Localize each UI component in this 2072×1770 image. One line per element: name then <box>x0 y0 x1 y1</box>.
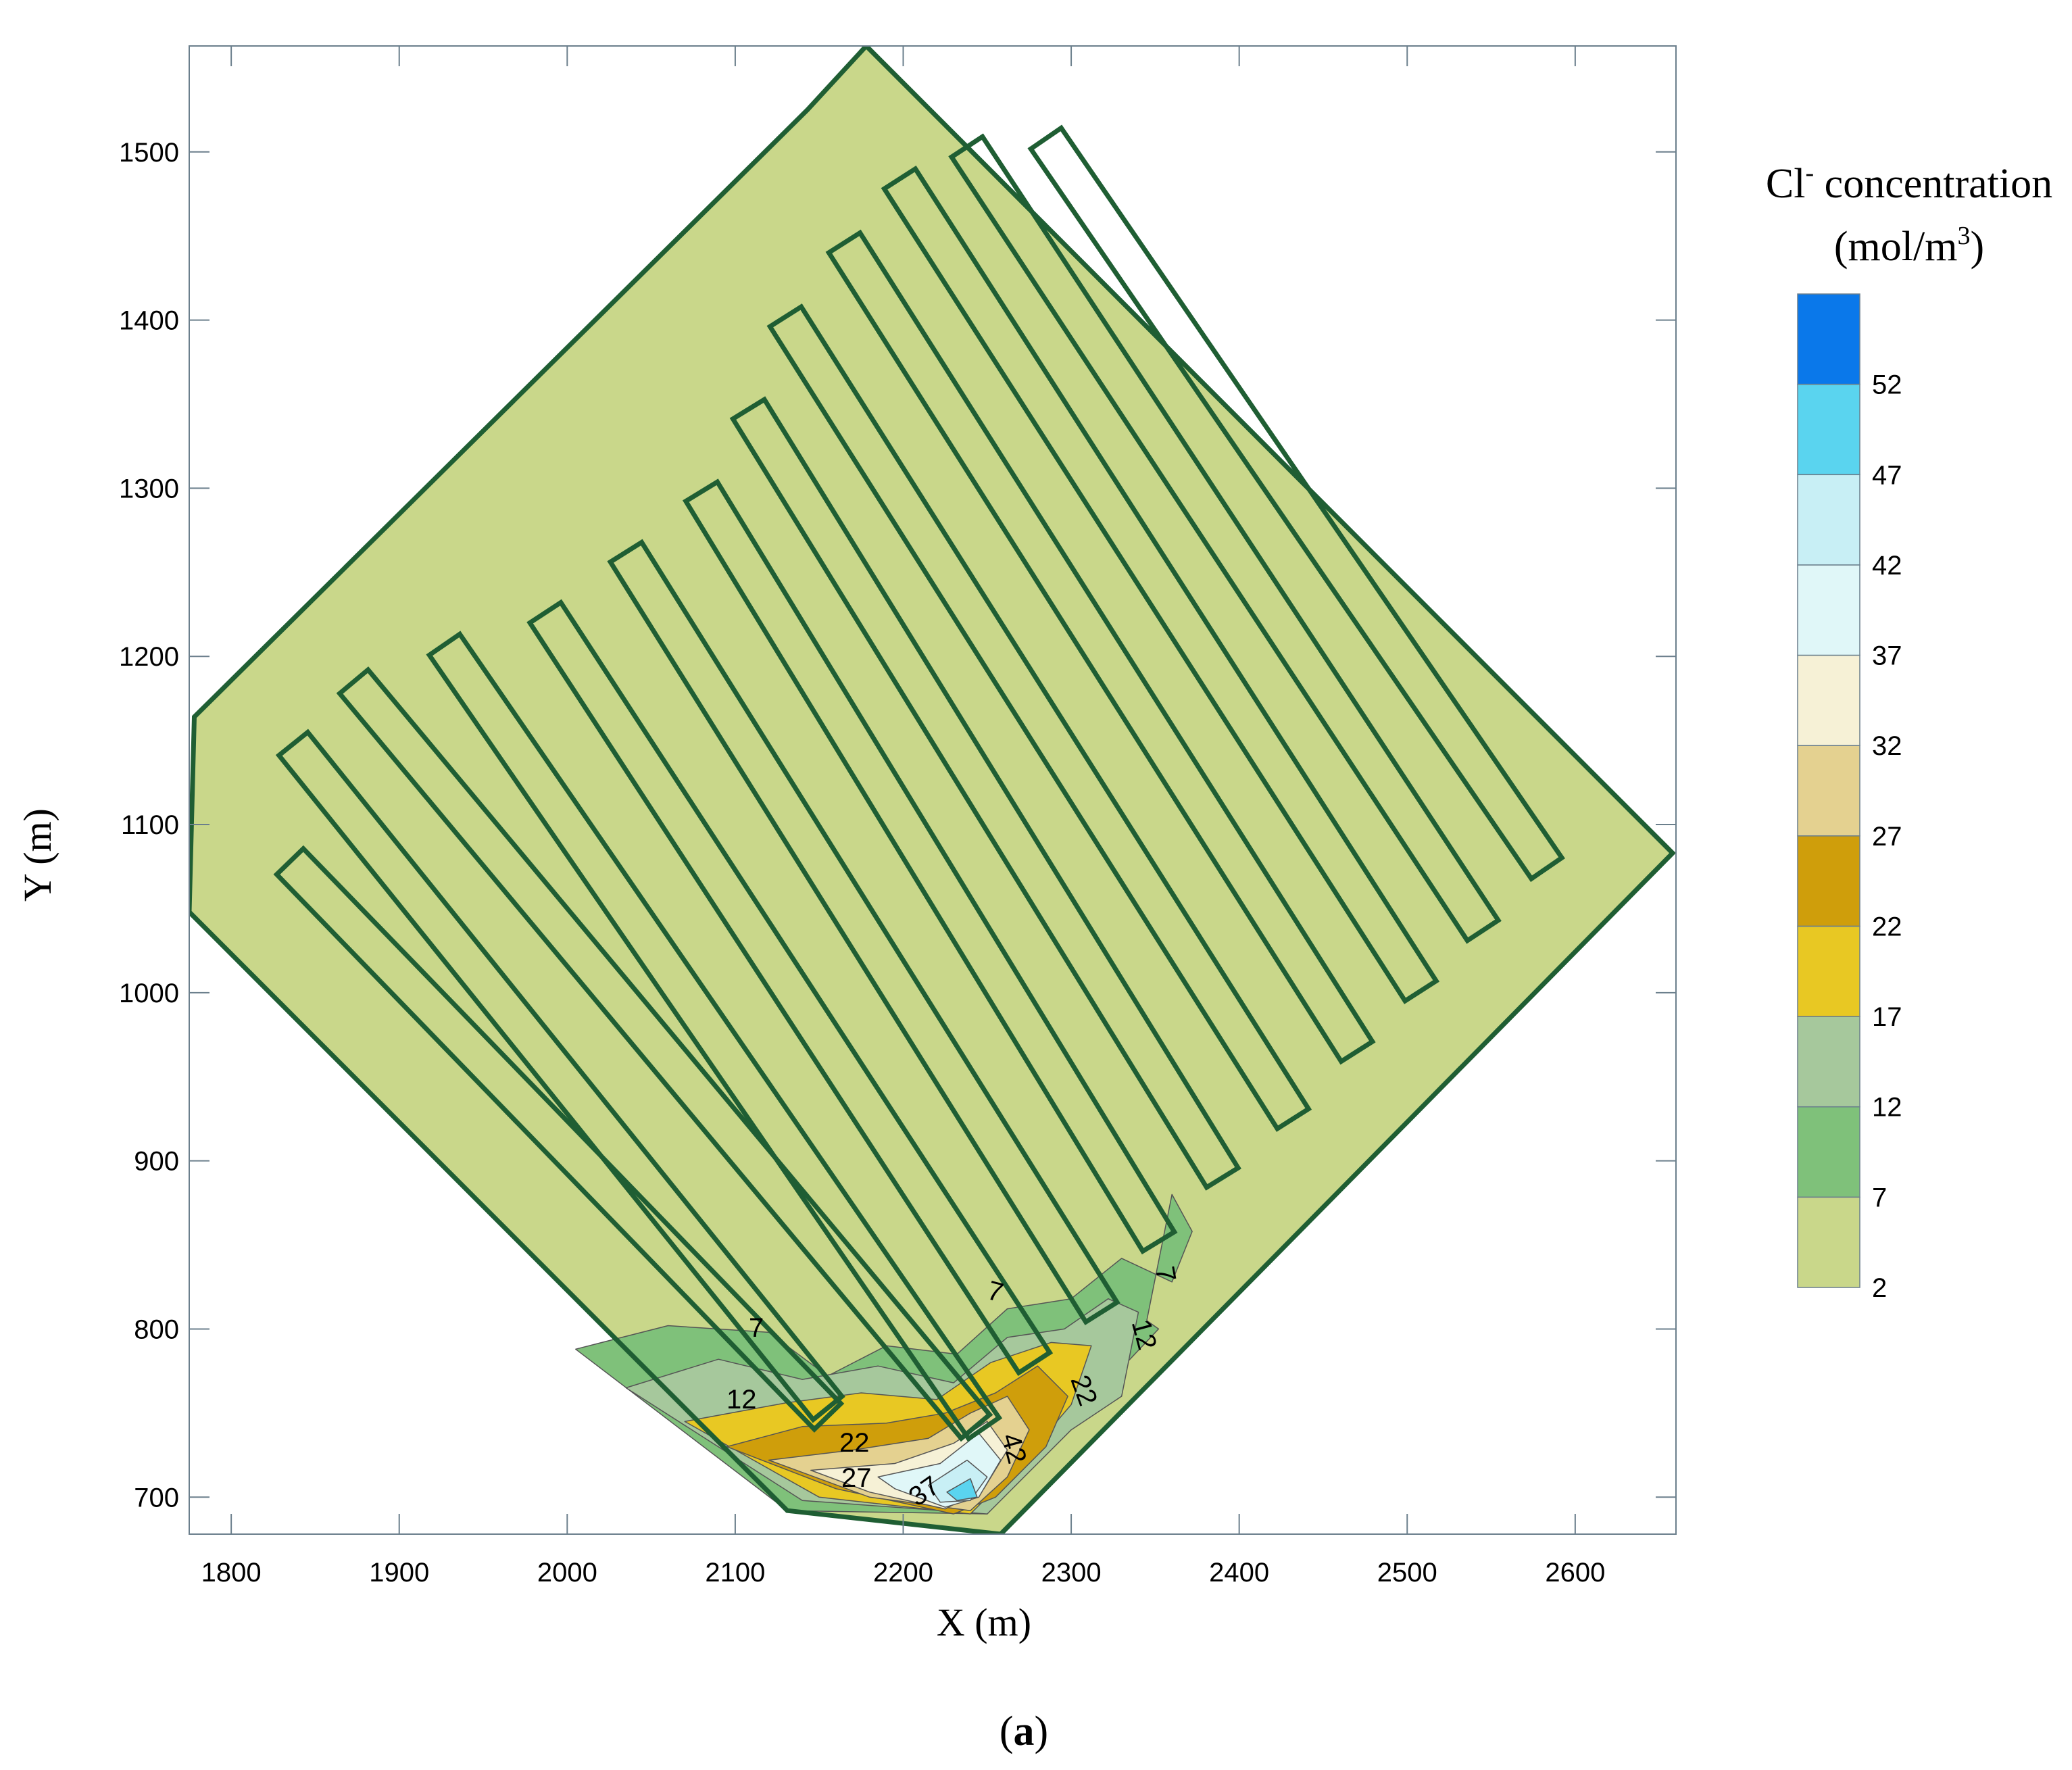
contour-label: 27 <box>841 1463 872 1493</box>
contour-band-47 <box>946 1478 978 1501</box>
y-tick-label: 1400 <box>119 306 179 336</box>
colorbar-level-label: 52 <box>1872 370 1902 400</box>
colorbar-unit-exponent: 3 <box>1957 222 1970 250</box>
colorbar-title: Cl- concentration <box>1766 159 2052 207</box>
contour-label: 22 <box>839 1428 870 1458</box>
drainage-strip-11 <box>881 165 1440 1004</box>
colorbar-band <box>1797 474 1860 566</box>
colorbar-unit-close: ) <box>1970 224 1984 270</box>
colorbar-title-ion: Cl <box>1766 161 1806 207</box>
colorbar-band <box>1797 925 1860 1017</box>
subfigure-label: (a) <box>1000 1708 1048 1754</box>
y-tick-label: 1000 <box>119 979 179 1008</box>
contour-label: 7 <box>749 1313 764 1343</box>
drainage-strip-4 <box>426 631 1003 1442</box>
drainage-strips <box>273 124 1565 1442</box>
drainage-strip-5 <box>526 599 1054 1377</box>
contour-plot <box>189 46 1676 1534</box>
x-tick-label: 1800 <box>201 1558 262 1588</box>
y-tick-label: 1200 <box>119 642 179 672</box>
x-tick-label: 2200 <box>873 1558 933 1588</box>
x-tick-label: 2300 <box>1041 1558 1102 1588</box>
drainage-strip-6 <box>607 539 1120 1325</box>
colorbar-title-charge: - <box>1806 159 1815 187</box>
x-tick-label: 2400 <box>1209 1558 1269 1588</box>
colorbar-level-label: 17 <box>1872 1002 1902 1032</box>
subfigure-close: ) <box>1035 1708 1049 1754</box>
y-tick-label: 900 <box>134 1147 179 1177</box>
contour-label: 12 <box>726 1385 757 1415</box>
subfigure-open: ( <box>1000 1708 1014 1754</box>
drainage-strip-7 <box>682 478 1178 1255</box>
x-tick-label: 2000 <box>537 1558 597 1588</box>
y-tick-label: 800 <box>134 1314 179 1344</box>
drainage-strip-12 <box>948 133 1502 944</box>
colorbar-unit-main: (mol/m <box>1834 224 1958 270</box>
colorbar-level-label: 7 <box>1872 1183 1887 1212</box>
colorbar-level-label: 27 <box>1872 822 1902 852</box>
x-tick-label: 1900 <box>369 1558 429 1588</box>
colorbar-band <box>1797 835 1860 927</box>
x-tick-label: 2600 <box>1545 1558 1605 1588</box>
colorbar-band <box>1797 293 1860 385</box>
plot-frame <box>189 45 1677 1535</box>
colorbar-band <box>1797 654 1860 746</box>
y-tick-label: 1100 <box>121 810 179 840</box>
y-tick-label: 700 <box>134 1483 179 1513</box>
colorbar: Cl- concentration (mol/m3) 2712172227323… <box>1766 159 2052 1303</box>
subfigure-letter: a <box>1014 1708 1035 1754</box>
colorbar-level-label: 47 <box>1872 460 1902 490</box>
colorbar-level-label: 32 <box>1872 731 1902 761</box>
colorbar-band <box>1797 564 1860 656</box>
colorbar-level-label: 37 <box>1872 641 1902 671</box>
colorbar-title-rest: concentration <box>1814 161 2052 207</box>
drainage-strip-8 <box>729 396 1241 1191</box>
drainage-strip-1 <box>273 845 845 1433</box>
colorbar-bands <box>1797 293 1860 1288</box>
drainage-strip-9 <box>766 303 1312 1132</box>
domain-boundary <box>189 46 1676 1534</box>
colorbar-level-label: 42 <box>1872 551 1902 581</box>
x-tick-label: 2100 <box>705 1558 765 1588</box>
colorbar-level-label: 12 <box>1872 1093 1902 1123</box>
colorbar-band <box>1797 1106 1860 1198</box>
y-tick-label: 1300 <box>119 474 179 503</box>
y-tick-label: 1500 <box>119 138 179 168</box>
colorbar-band <box>1797 1016 1860 1108</box>
x-tick-label: 2500 <box>1377 1558 1437 1588</box>
x-axis-label: X (m) <box>937 1600 1031 1644</box>
colorbar-band <box>1797 1196 1860 1288</box>
y-axis-label: Y (m) <box>16 808 59 902</box>
colorbar-band <box>1797 745 1860 837</box>
plume-contours <box>575 1194 1193 1515</box>
drainage-strip-13 <box>1027 124 1565 883</box>
drainage-strip-10 <box>825 229 1376 1065</box>
axis-ticks: 1800 1900 2000 2100 2200 2300 2400 2500 2600 700 8… <box>119 46 1676 1588</box>
colorbar-band <box>1797 383 1860 475</box>
domain-fill <box>189 46 1673 1534</box>
colorbar-level-label: 22 <box>1872 912 1902 942</box>
colorbar-unit: (mol/m3) <box>1834 222 1984 270</box>
colorbar-level-label: 2 <box>1872 1273 1887 1303</box>
drainage-strip-2 <box>275 729 845 1423</box>
